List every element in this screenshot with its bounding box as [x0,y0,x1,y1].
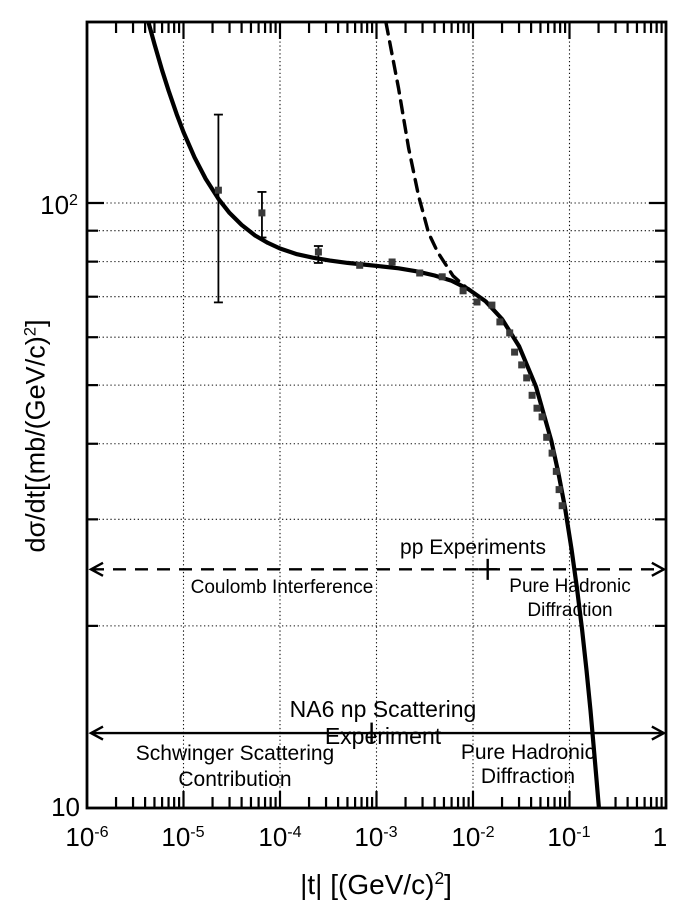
coulomb-interference-label: Coulomb Interference [190,577,374,598]
data-point-marker [473,298,481,306]
left-arrowhead-icon [88,561,104,577]
data-point-marker [506,329,514,337]
axis-ticks [87,22,666,808]
data-point-marker [459,287,467,295]
x-tick-label-1e-4: 10-4 [258,822,302,852]
pp-experiments-label: pp Experiments [400,536,546,559]
data-point-marker [552,467,560,475]
data-point-marker [558,502,566,510]
x-tick-label-1e-2: 10-2 [451,822,495,852]
data-point-marker [533,404,541,412]
x-tick-label-1e-6: 10-6 [65,822,109,852]
x-tick-label-1: 1 [652,822,668,852]
data-point-marker [538,413,546,421]
data-point-marker [438,273,446,281]
na6-range-arrow [88,722,667,744]
data-point-marker [388,258,396,266]
y-tick-label-100: 102 [40,190,78,220]
pure-hadronic-diffraction-lower-label: Pure Hadronic Diffraction [460,741,596,788]
data-point-marker [356,261,364,269]
right-arrowhead-icon [651,725,667,741]
data-point-marker [258,209,266,217]
gridlines [87,22,666,808]
data-point-marker [511,348,519,356]
schwinger-coulomb-plus-hadronic-model-curve [146,22,602,808]
x-tick-label-1e-5: 10-5 [161,822,205,852]
data-point-marker [488,301,496,309]
pp-experiments-range-arrow [88,558,667,580]
coulomb-extrapolation-curve [384,22,469,290]
data-point-marker [548,449,556,457]
data-point-marker [416,269,424,277]
y-tick-label-10: 10 [51,792,80,822]
right-arrowhead-icon [651,561,667,577]
y-axis-label: dσ/dt[(mb/(GeV/c)2] [20,319,51,553]
left-arrowhead-icon [88,725,104,741]
pure-hadronic-diffraction-upper-label: Pure Hadronic Diffraction [509,576,631,621]
na6-experiment-label: NA6 np Scattering Experiment [289,696,477,749]
x-tick-label-1e-3: 10-3 [354,822,398,852]
data-point-marker [518,361,526,369]
data-point-marker [214,186,222,194]
data-point-marker [314,248,322,256]
np-elastic-data-points [213,113,566,510]
data-point-marker [523,374,531,382]
data-point-marker [543,433,551,441]
data-point-marker [496,318,504,326]
data-point-marker [528,391,536,399]
schwinger-scattering-label: Schwinger Scattering Contribution [135,742,335,791]
data-point-marker [555,486,563,494]
x-tick-label-1e-1: 10-1 [547,822,591,852]
x-axis-label: |t| [(GeV/c)2] [300,868,452,900]
